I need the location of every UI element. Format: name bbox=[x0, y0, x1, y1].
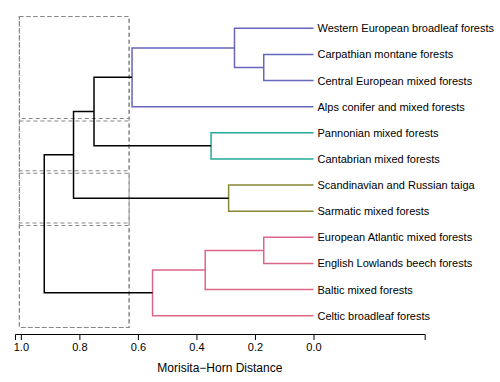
x-tick-mark bbox=[255, 334, 256, 340]
x-tick-label: 0.6 bbox=[131, 341, 146, 353]
x-tick-mark bbox=[138, 334, 139, 340]
merge-link bbox=[205, 250, 313, 289]
leaf-label: Cantabrian mixed forests bbox=[317, 153, 440, 165]
leaf-label: Western European broadleaf forests bbox=[317, 22, 494, 34]
x-tick-label: 1.0 bbox=[14, 341, 29, 353]
leaf-label: Scandinavian and Russian taiga bbox=[317, 179, 475, 191]
merge-link bbox=[264, 54, 314, 80]
leaf-label: European Atlantic mixed forests bbox=[317, 231, 472, 243]
x-tick-mark bbox=[313, 334, 314, 340]
leaf-label: English Lowlands beech forests bbox=[317, 257, 472, 269]
x-tick-mark bbox=[79, 334, 80, 340]
merge-link bbox=[264, 237, 314, 263]
x-axis-title: Morisita−Horn Distance bbox=[157, 361, 282, 375]
leaf-label: Baltic mixed forests bbox=[317, 284, 413, 296]
x-axis: 1.0 0.8 0.6 0.4 0.2 0.0 bbox=[14, 334, 425, 353]
x-tick: 0.6 bbox=[131, 334, 146, 353]
chart: Western European broadleaf forests Carpat… bbox=[0, 0, 500, 382]
x-tick-label: 0.0 bbox=[306, 341, 321, 353]
merge-link bbox=[132, 48, 313, 107]
x-tick: 0.2 bbox=[248, 334, 263, 353]
merge-link bbox=[94, 77, 211, 146]
x-tick-label: 0.2 bbox=[248, 341, 263, 353]
x-tick: 0.0 bbox=[306, 334, 321, 353]
leaf-label: Pannonian mixed forests bbox=[317, 127, 439, 139]
merge-link bbox=[74, 112, 229, 199]
leaf-label: Sarmatic mixed forests bbox=[317, 205, 429, 217]
leaf-labels: Western European broadleaf forests Carpat… bbox=[317, 22, 494, 321]
dendrogram-links bbox=[44, 28, 313, 315]
merge-link bbox=[234, 28, 313, 67]
merge-link bbox=[44, 155, 152, 293]
leaf-label: Celtic broadleaf forests bbox=[317, 310, 430, 322]
cluster-box bbox=[19, 226, 129, 328]
x-tick: 1.0 bbox=[14, 334, 29, 353]
leaf-label: Carpathian montane forests bbox=[317, 48, 453, 60]
x-axis-line bbox=[16, 335, 426, 341]
merge-link bbox=[153, 270, 314, 316]
plot-area bbox=[19, 17, 313, 328]
leaf-label: Central European mixed forests bbox=[317, 75, 472, 87]
merge-link bbox=[211, 133, 313, 159]
leaf-label: Alps conifer and mixed forests bbox=[317, 101, 465, 113]
x-tick-label: 0.8 bbox=[72, 341, 87, 353]
x-tick-mark bbox=[21, 334, 22, 340]
cluster-box bbox=[19, 17, 129, 119]
merge-link bbox=[229, 185, 314, 211]
x-tick: 0.8 bbox=[72, 334, 87, 353]
x-tick-label: 0.4 bbox=[189, 341, 204, 353]
x-tick-mark bbox=[196, 334, 197, 340]
x-tick: 0.4 bbox=[189, 334, 204, 353]
